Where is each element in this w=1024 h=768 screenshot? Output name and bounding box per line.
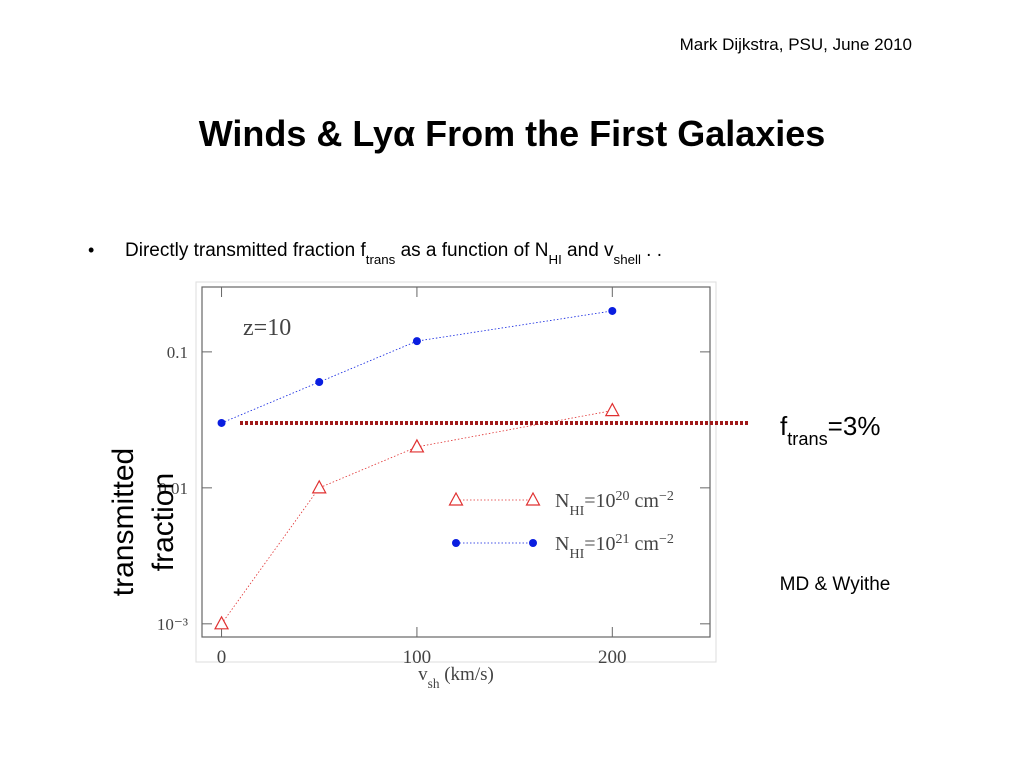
header: Mark Dijkstra, PSU, June 2010 [680,35,912,54]
point [315,378,324,387]
point [412,337,421,346]
legend-marker [448,491,464,506]
text-part: Directly transmitted fraction f [125,240,366,261]
text-part: cm [630,533,660,555]
text-part: N [555,490,569,512]
chart: 0 100 200 10⁻³ 0.01 0.1 z=10 vsh (km/s) transmit… [107,286,711,691]
slide-title: Winds & Lyα From the First Galaxies [199,113,826,154]
text-part: cm [630,490,660,512]
text-part: −2 [659,489,674,504]
text-part: (km/s) [439,664,493,685]
legend-label: NHI=1020 cm−2 [555,489,674,519]
text-part: −2 [659,532,674,547]
y-tick-label: 0.01 [158,479,188,498]
bullet-text: Directly transmitted fraction ftrans as … [125,240,662,267]
text-part: 21 [616,532,630,547]
point [604,402,620,417]
legend-marker [529,539,537,547]
text-part: HI [548,252,561,267]
text-part: v [418,664,428,685]
bullet-dot: • [88,240,94,260]
series-line [221,310,613,424]
text-part: N [555,533,569,555]
y-axis-label: transmitted [107,448,140,596]
text-part: and v [562,240,614,261]
text-part: From the First Galaxies [415,113,825,154]
text-part: . . [641,240,662,261]
plot-frame [201,286,711,638]
x-tick-label: 0 [217,647,227,668]
y-tick-label: 10⁻³ [157,615,188,634]
y-axis-label: fraction [147,473,180,571]
x-tick-label: 100 [403,647,432,668]
text-part: trans [366,252,396,267]
point [409,438,425,453]
text-part: HI [569,547,584,562]
legend-marker [452,539,460,547]
credit: MD & Wyithe [780,574,891,595]
annotation: z=10 [243,315,291,341]
text-part: trans [787,429,827,449]
text-part: 20 [616,489,630,504]
point [608,306,617,315]
text-part: shell [614,252,641,267]
text-part: =10 [584,490,615,512]
point [214,615,230,630]
figure-frame [195,281,717,663]
reference-label: ftrans=3% [780,411,880,449]
x-tick-label: 200 [598,647,627,668]
text-part: HI [569,504,584,519]
text-part: f [780,411,788,441]
text-part: as a function of N [395,240,548,261]
x-axis-label: vsh (km/s) [418,664,494,691]
text-part: =3% [828,411,881,441]
text-part: sh [428,676,440,691]
text-part: α [393,113,415,154]
text-part: Winds & Ly [199,113,393,154]
point [311,479,327,494]
y-tick-label: 0.1 [167,343,188,362]
point [217,418,226,427]
legend-label: NHI=1021 cm−2 [555,532,674,562]
text-part: =10 [584,533,615,555]
legend-marker [525,491,541,506]
